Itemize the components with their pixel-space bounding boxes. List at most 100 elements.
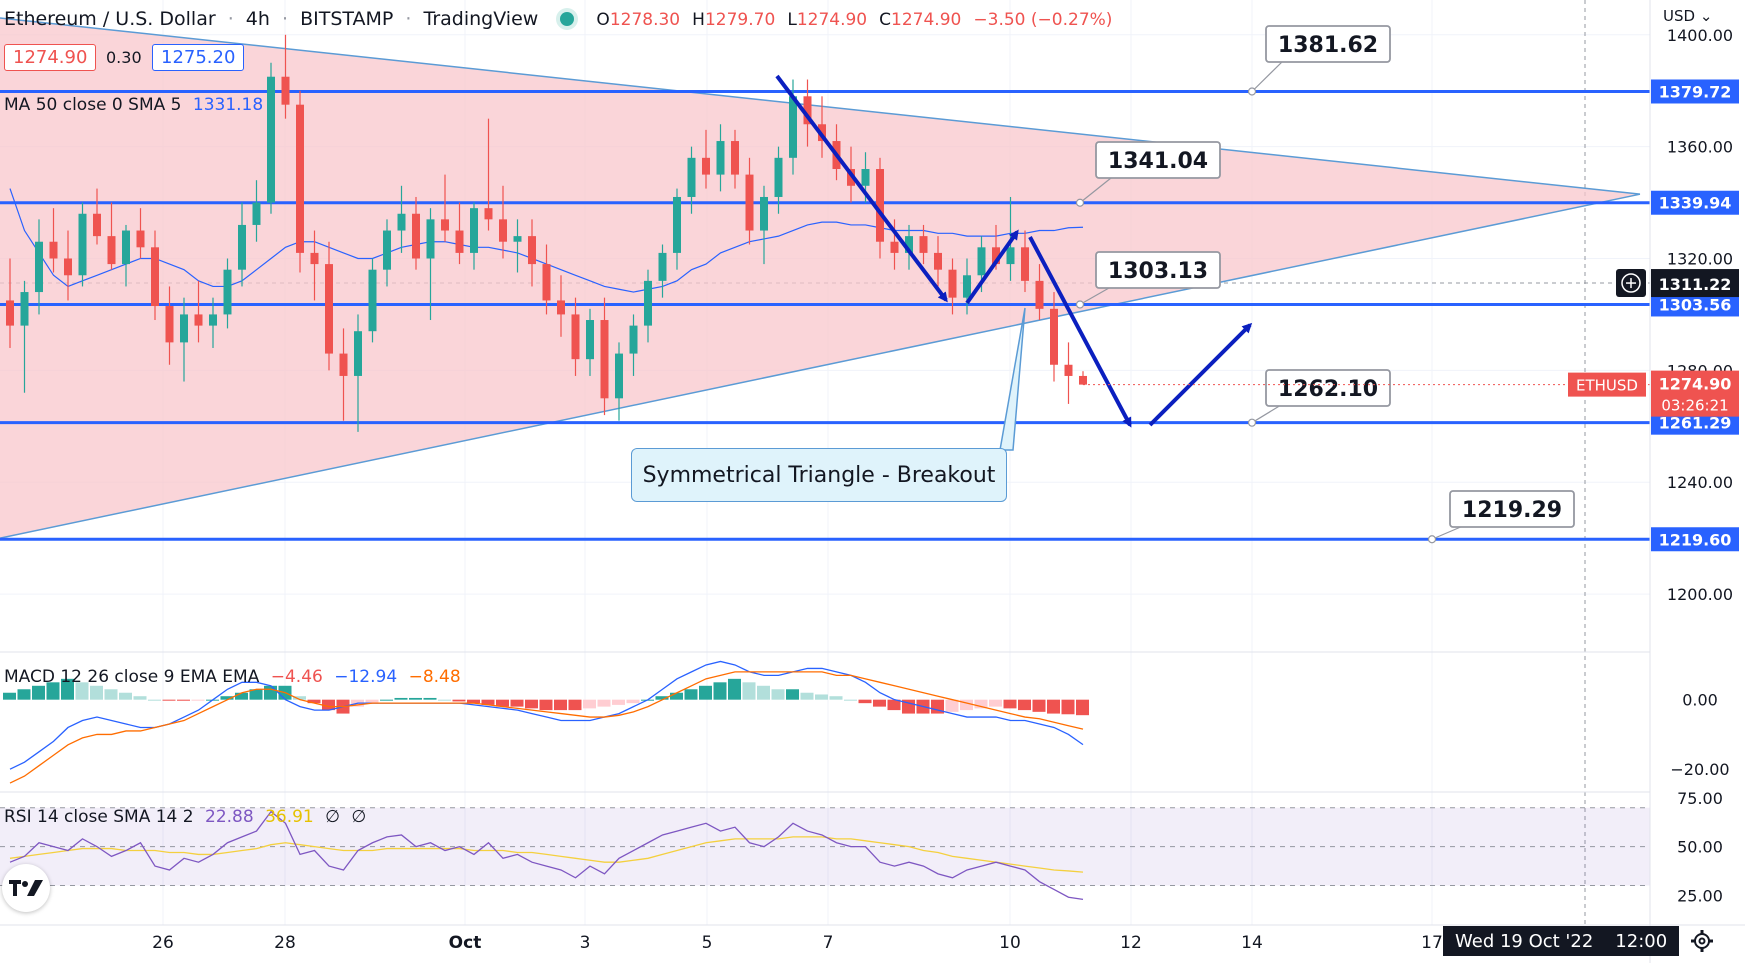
- candle-body: [426, 219, 435, 259]
- macd-histogram-bar: [829, 696, 843, 700]
- time-axis-tick: 12: [1120, 933, 1142, 953]
- candle-body: [586, 320, 594, 360]
- time-axis-tick: 10: [999, 933, 1021, 953]
- macd-histogram-bar: [17, 689, 31, 700]
- rsi-extra-1: ∅: [325, 807, 340, 827]
- triangle-lower-trendline: [0, 193, 1641, 539]
- rsi-axis-tick: 25.00: [1677, 886, 1723, 905]
- ohlc-close: C1274.90: [879, 10, 962, 30]
- candle-body: [600, 320, 609, 399]
- ma-legend-value: 1331.18: [192, 95, 264, 115]
- macd-histogram-bar: [626, 699, 640, 704]
- market-status-icon[interactable]: [560, 12, 575, 26]
- candle-body: [296, 104, 304, 253]
- level-price-tag-text: 1261.29: [1659, 414, 1732, 433]
- rsi-line: [9, 810, 1084, 901]
- trend-arrow: [965, 229, 1019, 305]
- candle-body: [325, 264, 333, 354]
- candle-body: [644, 280, 652, 326]
- date-tag: Wed 19 Oct '22 12:00: [1443, 926, 1680, 956]
- callout-anchor: [1427, 535, 1437, 544]
- macd-histogram-bar: [887, 699, 901, 711]
- candle-body: [310, 252, 319, 265]
- callout-value: 1219.29: [1462, 498, 1562, 523]
- symbol-legend: Ethereum / U.S. Dollar · 4h · BITSTAMP ·…: [4, 8, 1118, 30]
- callout-box: [1449, 490, 1575, 528]
- ask-price-box[interactable]: 1275.20: [152, 44, 245, 71]
- callout-value: 1262.10: [1278, 377, 1378, 402]
- macd-histogram-bar: [1003, 699, 1017, 709]
- legend-dot: ·: [281, 8, 289, 30]
- candle-body: [339, 353, 348, 376]
- ohlc-high: H1279.70: [692, 10, 776, 30]
- macd-histogram-bar: [844, 699, 857, 701]
- legend-dot: ·: [405, 8, 412, 30]
- candle-body: [209, 314, 217, 326]
- date-tag-date: Wed 19 Oct '22: [1455, 930, 1594, 952]
- macd-histogram-bar: [568, 699, 582, 711]
- macd-histogram-bar: [394, 697, 408, 700]
- macd-histogram-bar: [974, 699, 988, 709]
- settings-gear-button[interactable]: [1687, 926, 1717, 956]
- callout-value: 1303.13: [1108, 259, 1208, 284]
- candle-body: [397, 213, 406, 231]
- ma-legend: MA 50 close 0 SMA 5 1331.18: [4, 95, 269, 115]
- candle-body: [499, 219, 507, 242]
- currency-selector[interactable]: USD ⌄: [1663, 7, 1713, 25]
- annotation-callout[interactable]: Symmetrical Triangle - Breakout: [631, 448, 1007, 502]
- callout-anchor: [1247, 87, 1257, 96]
- macd-histogram-bar: [800, 692, 814, 700]
- rsi-sma-value: 36.91: [265, 807, 314, 827]
- candle-body: [78, 213, 87, 276]
- candle-body: [1035, 280, 1044, 309]
- exchange-label: BITSTAMP: [300, 8, 394, 30]
- macd-histogram-bar: [133, 696, 147, 700]
- macd-histogram-bar: [438, 699, 451, 701]
- candle-body: [267, 76, 275, 203]
- time-axis-tick: 17: [1421, 933, 1443, 953]
- candle-body: [470, 208, 478, 253]
- candle-body: [803, 96, 812, 125]
- price-axis-tick: 1240.00: [1667, 473, 1733, 492]
- macd-axis-tick: 0.00: [1682, 691, 1718, 710]
- candle-body: [484, 208, 493, 220]
- macd-histogram-bar: [989, 699, 1002, 707]
- candle-body: [542, 264, 551, 301]
- macd-pane: [0, 651, 1650, 784]
- candle-body: [919, 236, 928, 253]
- trend-arrow: [1028, 236, 1132, 428]
- time-axis-tick: 26: [152, 933, 174, 953]
- price-axis-tick: 1320.00: [1667, 249, 1733, 268]
- time-axis-tick: 14: [1241, 933, 1263, 953]
- bid-price-box[interactable]: 1274.90: [4, 44, 97, 71]
- gear-icon: [1691, 930, 1713, 952]
- candle-body: [658, 252, 667, 281]
- callout-box: [1265, 369, 1391, 407]
- candle-body: [789, 96, 797, 158]
- candle-body: [673, 196, 681, 253]
- callout-leader: [1251, 57, 1287, 92]
- macd-histogram-bar: [452, 699, 466, 702]
- plus-icon: [1621, 273, 1641, 293]
- interval-label[interactable]: 4h: [245, 8, 270, 30]
- candle-body: [876, 169, 884, 242]
- macd-histogram-bar: [481, 699, 495, 705]
- candle-body: [252, 202, 261, 225]
- candle-body: [977, 247, 986, 276]
- macd-histogram-bar: [713, 682, 727, 700]
- candle-body: [629, 325, 638, 354]
- rsi-legend: RSI 14 close SMA 14 2 22.88 36.91 ∅ ∅: [4, 807, 372, 827]
- macd-histogram-bar: [1018, 699, 1031, 711]
- candle-body: [1021, 247, 1029, 281]
- ohlc-change: −3.50 (−0.27%): [973, 10, 1113, 30]
- ohlc-open: O1278.30: [596, 10, 681, 30]
- macd-histogram-bar: [612, 699, 625, 705]
- level-price-tag-text: 1303.56: [1659, 295, 1732, 314]
- crosshair-price-tag: [1651, 269, 1739, 298]
- macd-histogram-bar: [365, 699, 379, 704]
- macd-histogram-bar: [46, 682, 60, 700]
- candle-body: [992, 247, 1000, 265]
- tradingview-logo[interactable]: [2, 864, 50, 912]
- macd-histogram-bar: [554, 699, 567, 711]
